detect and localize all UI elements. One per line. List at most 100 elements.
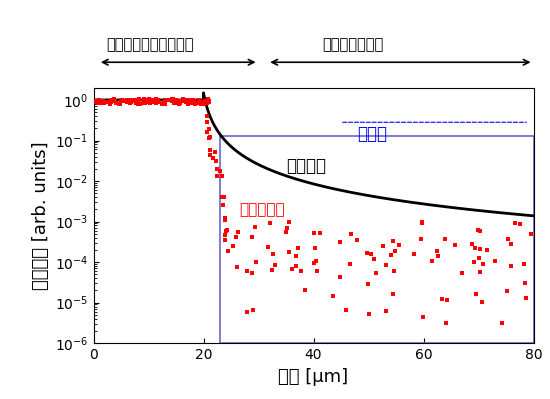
Point xyxy=(366,251,375,258)
Point xyxy=(221,215,229,221)
Point xyxy=(223,227,232,233)
Point xyxy=(197,101,206,107)
Point xyxy=(475,269,484,275)
Point xyxy=(507,263,516,269)
Point xyxy=(234,229,243,235)
Point xyxy=(186,99,195,106)
Point xyxy=(269,251,278,258)
Point xyxy=(504,236,513,242)
Point xyxy=(164,97,173,103)
Point xyxy=(94,100,102,106)
Point xyxy=(309,230,318,236)
Point xyxy=(188,100,196,107)
Point xyxy=(126,97,135,103)
Point xyxy=(379,243,388,249)
Point xyxy=(503,288,512,294)
Point xyxy=(271,262,279,269)
Point xyxy=(146,98,155,105)
Point xyxy=(102,99,111,105)
Point xyxy=(142,96,151,103)
Point xyxy=(433,248,442,255)
Text: スパムナム: スパムナム xyxy=(239,202,285,217)
Point xyxy=(365,311,373,317)
Point xyxy=(106,101,115,107)
Point xyxy=(417,220,426,227)
Point xyxy=(118,98,127,105)
Point xyxy=(123,99,132,106)
Point xyxy=(467,241,476,247)
Point xyxy=(123,99,131,105)
Point xyxy=(124,97,133,103)
Point xyxy=(389,237,398,244)
Point xyxy=(516,221,525,227)
Point xyxy=(478,261,487,267)
Point xyxy=(97,99,106,106)
Point xyxy=(139,99,148,105)
Point xyxy=(205,99,213,105)
Point xyxy=(346,261,355,267)
Point xyxy=(106,99,115,105)
Point xyxy=(108,97,117,104)
Point xyxy=(363,250,372,256)
Point xyxy=(522,294,531,301)
Point xyxy=(141,100,150,106)
Point xyxy=(160,99,169,106)
Point xyxy=(152,98,161,104)
Point xyxy=(180,98,189,104)
Point xyxy=(409,251,418,257)
Point xyxy=(145,96,153,103)
Point xyxy=(161,97,169,103)
Point xyxy=(390,248,399,254)
Point xyxy=(153,98,162,104)
Point xyxy=(178,96,187,103)
Point xyxy=(218,194,227,200)
Point xyxy=(519,261,528,267)
Point xyxy=(143,99,152,105)
Point xyxy=(232,234,240,240)
Point xyxy=(194,97,203,103)
Point xyxy=(381,308,390,314)
Point xyxy=(182,99,191,105)
Point xyxy=(248,233,257,240)
Point xyxy=(144,99,152,105)
Point xyxy=(294,245,303,251)
Point xyxy=(221,217,229,223)
Point xyxy=(153,97,162,103)
Point xyxy=(205,134,214,140)
Point xyxy=(100,100,108,106)
Text: 背景光: 背景光 xyxy=(358,125,388,143)
Point xyxy=(167,96,176,103)
Point xyxy=(123,97,132,103)
Point xyxy=(442,320,450,326)
Point xyxy=(209,154,218,161)
Point xyxy=(353,237,362,243)
Point xyxy=(189,97,197,103)
Point xyxy=(218,173,227,179)
Point xyxy=(92,98,101,104)
Point xyxy=(205,98,213,104)
Point xyxy=(201,98,210,105)
Point xyxy=(200,99,209,106)
Point xyxy=(490,257,499,264)
Point xyxy=(145,97,153,103)
Point xyxy=(185,97,194,103)
Point xyxy=(173,100,182,106)
Point xyxy=(161,101,169,107)
Point xyxy=(223,247,232,254)
Point xyxy=(316,230,324,236)
Point xyxy=(282,225,291,231)
Point xyxy=(134,101,143,107)
Point xyxy=(201,97,210,104)
Point xyxy=(106,99,114,105)
Point xyxy=(212,172,221,179)
Point xyxy=(521,280,530,286)
Text: 水色蛍光タンパク溶液: 水色蛍光タンパク溶液 xyxy=(107,38,194,53)
Point xyxy=(149,97,158,103)
Point xyxy=(99,100,108,106)
Point xyxy=(98,99,107,106)
Point xyxy=(145,99,154,106)
Point xyxy=(126,100,135,106)
Point xyxy=(249,307,257,313)
Point xyxy=(174,100,183,107)
Point xyxy=(266,219,275,226)
